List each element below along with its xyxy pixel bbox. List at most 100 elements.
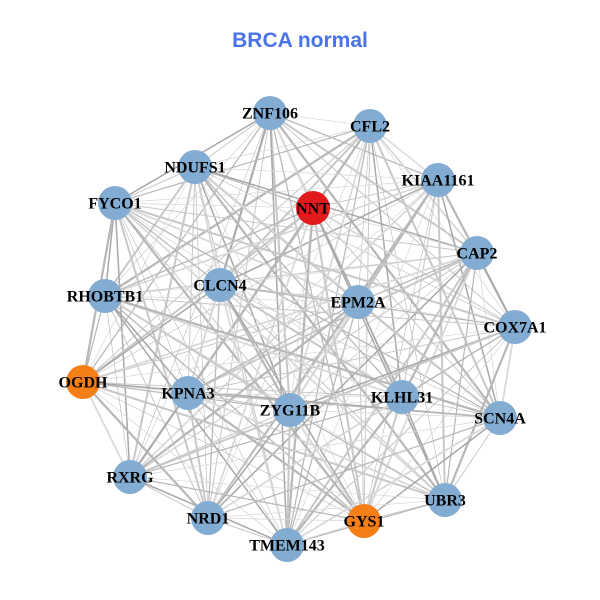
edge: [187, 301, 359, 394]
edge: [207, 517, 365, 522]
edge: [104, 295, 359, 303]
node-CLCN4[interactable]: [203, 268, 237, 302]
node-NDUFS1[interactable]: [178, 150, 212, 184]
edge: [194, 125, 371, 168]
edge: [129, 476, 446, 501]
edge: [194, 166, 439, 181]
edge: [363, 252, 478, 522]
edge: [444, 252, 478, 501]
edge: [82, 252, 478, 383]
edge: [187, 392, 365, 522]
node-RXRG[interactable]: [113, 460, 147, 494]
edge: [82, 381, 403, 398]
edge: [369, 125, 446, 501]
edge: [129, 392, 189, 478]
edge: [104, 295, 288, 546]
edge: [219, 284, 501, 419]
edge: [82, 166, 196, 383]
edge: [207, 252, 478, 519]
edge: [207, 409, 291, 519]
edge: [369, 125, 501, 419]
edge: [82, 179, 439, 383]
edge: [104, 295, 365, 522]
edge: [82, 381, 365, 522]
node-TMEM143[interactable]: [270, 528, 304, 562]
edge: [269, 112, 516, 328]
edge: [207, 284, 221, 519]
edge: [194, 166, 478, 254]
node-KLHL31[interactable]: [385, 380, 419, 414]
edge: [269, 112, 439, 181]
edge: [476, 252, 501, 419]
edge: [82, 207, 314, 383]
node-CFL2[interactable]: [353, 109, 387, 143]
edge: [437, 179, 446, 501]
edge: [187, 284, 221, 394]
edge: [114, 202, 314, 209]
edge: [369, 125, 516, 328]
edge: [104, 295, 403, 398]
edge: [104, 166, 196, 297]
edge: [82, 301, 359, 383]
edge: [104, 295, 189, 394]
node-CAP2[interactable]: [460, 236, 494, 270]
edge: [312, 207, 501, 419]
edge: [312, 207, 516, 328]
edge: [286, 409, 291, 546]
edge: [104, 207, 314, 297]
node-SCN4A[interactable]: [483, 401, 517, 435]
node-ZYG11B[interactable]: [273, 393, 307, 427]
edge: [219, 284, 288, 546]
edge: [114, 202, 501, 419]
edge: [219, 284, 446, 501]
edge: [357, 125, 371, 303]
edge: [82, 284, 221, 383]
edge: [187, 392, 209, 519]
node-ZNF106[interactable]: [253, 96, 287, 130]
edge: [357, 252, 478, 303]
edge: [289, 207, 314, 411]
edge: [104, 252, 478, 297]
edge: [369, 125, 478, 254]
edge: [82, 381, 446, 501]
edge: [129, 284, 221, 478]
edge: [269, 112, 478, 254]
node-OGDH[interactable]: [66, 365, 100, 399]
edge: [289, 409, 365, 522]
edge: [114, 125, 371, 204]
edge: [312, 179, 439, 209]
edge: [129, 112, 271, 478]
node-KIAA1161[interactable]: [421, 163, 455, 197]
edge: [187, 392, 291, 411]
edge: [194, 166, 314, 209]
node-FYCO1[interactable]: [98, 186, 132, 220]
edge: [104, 295, 291, 411]
node-UBR3[interactable]: [428, 483, 462, 517]
node-COX7A1[interactable]: [498, 310, 532, 344]
edge: [82, 381, 131, 478]
node-EPM2A[interactable]: [341, 285, 375, 319]
edge: [357, 301, 403, 398]
edge: [82, 326, 516, 383]
node-NRD1[interactable]: [191, 501, 225, 535]
edge: [312, 207, 478, 254]
edge: [129, 409, 291, 478]
edge: [187, 392, 446, 501]
edge: [269, 112, 288, 546]
node-KPNA3[interactable]: [171, 376, 205, 410]
edge: [194, 166, 403, 398]
edge: [82, 381, 209, 519]
edge: [363, 396, 403, 522]
node-NNT[interactable]: [296, 191, 330, 225]
edge: [187, 179, 439, 394]
edge: [104, 295, 516, 328]
edge: [129, 417, 501, 478]
edge: [114, 202, 221, 286]
edge: [289, 409, 446, 501]
edge: [363, 326, 516, 522]
edge: [289, 252, 478, 411]
node-RHOBTB1[interactable]: [88, 279, 122, 313]
node-GYS1[interactable]: [347, 504, 381, 538]
edge: [114, 202, 446, 501]
